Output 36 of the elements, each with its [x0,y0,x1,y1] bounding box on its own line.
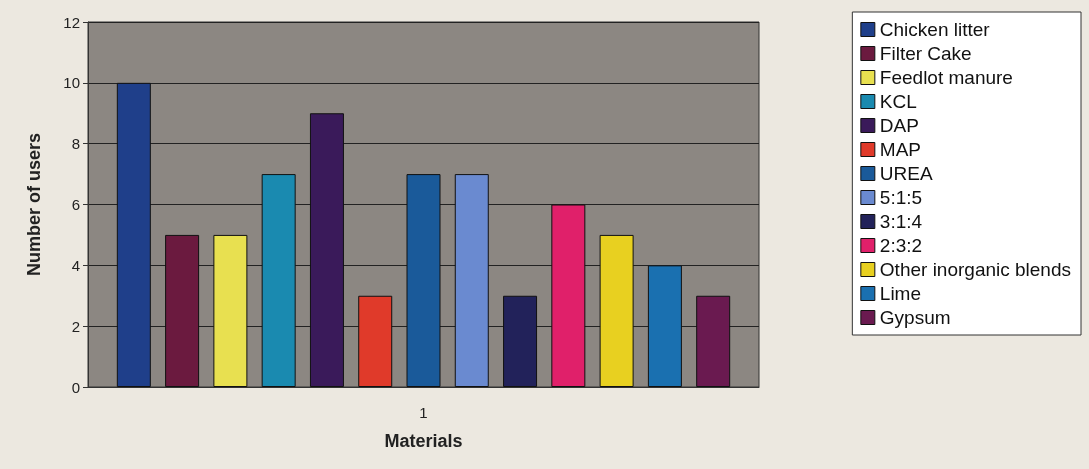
bar [358,295,393,387]
legend-label: Gypsum [879,307,951,328]
legend-label: DAP [879,115,919,136]
legend-label: MAP [879,139,922,160]
bar [503,295,538,387]
bar [213,234,248,387]
bar [165,234,200,387]
y-tick-label: 0 [71,378,80,396]
bar [599,234,634,387]
y-tick-label: 12 [63,13,80,31]
legend-label: Chicken litter [879,19,991,40]
y-tick-label: 8 [71,135,80,153]
legend-label: 3:1:4 [879,211,923,232]
x-axis-title: Materials [384,431,463,451]
legend-label: UREA [879,163,933,184]
y-tick-label: 4 [71,256,80,274]
legend-label: 5:1:5 [879,187,923,208]
bar [647,265,682,387]
bar [261,174,296,387]
bar [309,113,344,387]
bar [696,295,731,387]
bar [454,174,489,387]
legend-label: Filter Cake [879,43,972,64]
legend-label: KCL [879,91,917,112]
y-tick-label: 6 [71,196,80,213]
y-tick-label: 10 [63,74,80,92]
legend-label: Feedlot manure [879,67,1013,88]
y-axis-title: Number of users [24,132,44,277]
legend-label: Lime [879,283,922,304]
legend-label: Other inorganic blends [879,259,1071,280]
x-tick-label: 1 [419,404,428,421]
y-tick-label: 2 [71,317,80,335]
bar [116,82,151,387]
bar [551,204,586,387]
legend-label: 2:3:2 [879,235,923,256]
bar [406,174,441,387]
